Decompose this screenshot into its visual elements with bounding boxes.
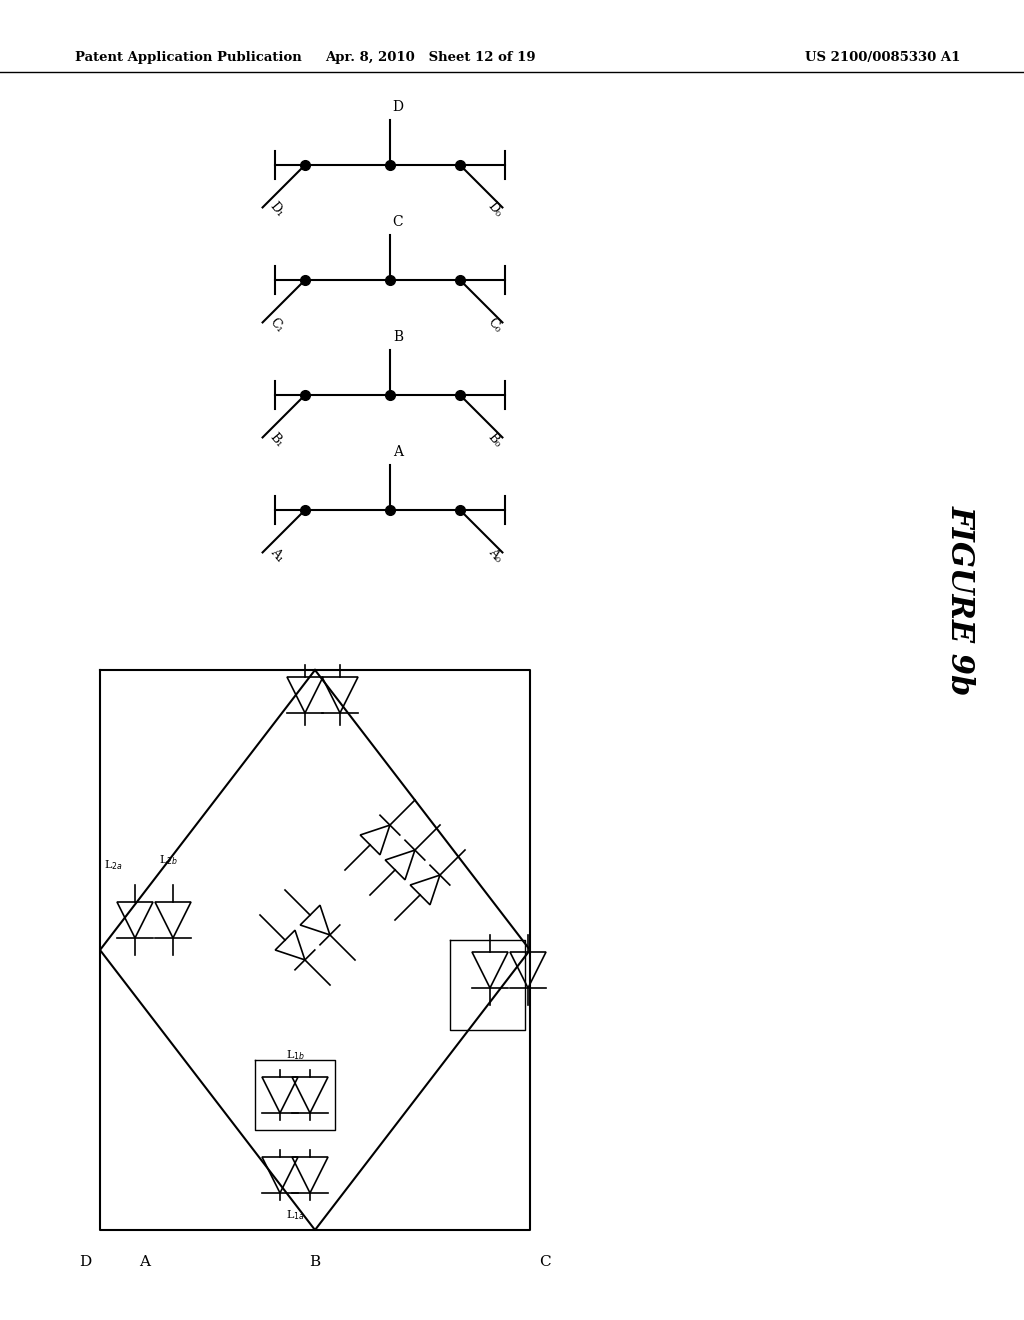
Text: D₀: D₀ bbox=[485, 201, 505, 220]
Text: C₀: C₀ bbox=[485, 315, 505, 335]
Text: L$_{2b}$: L$_{2b}$ bbox=[159, 853, 177, 867]
Text: B: B bbox=[309, 1255, 321, 1269]
Text: C₁: C₁ bbox=[267, 315, 287, 335]
Text: A: A bbox=[393, 445, 403, 459]
Text: US 2100/0085330 A1: US 2100/0085330 A1 bbox=[805, 51, 961, 65]
Text: FIGURE 9b: FIGURE 9b bbox=[944, 504, 976, 696]
Text: Patent Application Publication: Patent Application Publication bbox=[75, 51, 302, 65]
Text: L$_{1a}$: L$_{1a}$ bbox=[286, 1208, 304, 1222]
Text: C: C bbox=[392, 215, 403, 228]
Text: B: B bbox=[393, 330, 403, 345]
Text: D₁: D₁ bbox=[267, 201, 287, 220]
Text: B₀: B₀ bbox=[485, 430, 505, 450]
Text: A₁: A₁ bbox=[267, 545, 287, 565]
Text: A: A bbox=[139, 1255, 151, 1269]
Text: B₁: B₁ bbox=[267, 430, 287, 450]
Text: L$_{2a}$: L$_{2a}$ bbox=[103, 858, 122, 873]
Text: A₀: A₀ bbox=[485, 545, 505, 565]
Text: C: C bbox=[540, 1255, 551, 1269]
Text: Apr. 8, 2010   Sheet 12 of 19: Apr. 8, 2010 Sheet 12 of 19 bbox=[325, 51, 536, 65]
Text: D: D bbox=[392, 100, 403, 114]
Text: D: D bbox=[79, 1255, 91, 1269]
Text: L$_{1b}$: L$_{1b}$ bbox=[286, 1048, 304, 1061]
